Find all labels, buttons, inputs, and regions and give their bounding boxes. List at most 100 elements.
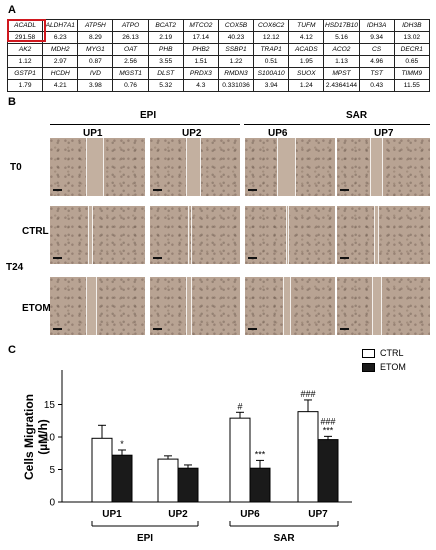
group-label-epi: EPI	[140, 110, 157, 121]
wound-gap	[285, 206, 289, 264]
scratch-assay-image-t0-up6	[245, 138, 335, 196]
panel-b-label: B	[8, 96, 16, 108]
scratch-assay-image-ctrl-up2	[150, 206, 240, 264]
y-tick-label: 0	[49, 498, 55, 509]
scratch-assay-image-ctrl-up7	[337, 206, 430, 264]
wound-gap	[372, 277, 381, 335]
wound-edge-line	[190, 206, 192, 264]
fold-change-cell: 17.14	[182, 31, 219, 44]
wound-edge-line	[377, 206, 379, 264]
fold-change-cell: 0.76	[112, 79, 149, 92]
gene-name-cell: TIMM9	[393, 67, 430, 80]
gene-name-cell: SSBP1	[217, 43, 255, 56]
scale-bar	[153, 328, 162, 330]
wound-edge-line	[276, 138, 278, 196]
x-tick-label: UP1	[102, 509, 122, 520]
scale-bar	[153, 257, 162, 259]
gene-name-cell: BCAT2	[147, 19, 184, 32]
wound-edge-line	[187, 206, 189, 264]
panel-c-label: C	[8, 344, 16, 356]
scale-bar	[248, 328, 257, 330]
fold-change-cell: 1.13	[323, 55, 360, 68]
gene-name-cell: COX6C2	[253, 19, 290, 32]
gene-name-row: GSTP1 HCDH IVD MGST1 DLST PRDX3 RMDN3 S100A10 SU…	[6, 67, 430, 80]
gene-name-cell: S100A10	[253, 67, 290, 80]
gene-name-cell: GSTP1	[6, 67, 44, 80]
wound-gap	[86, 138, 104, 196]
group-line-epi	[50, 124, 240, 125]
wound-gap	[86, 277, 96, 335]
sample-label-up6: UP6	[268, 128, 288, 139]
bar-etom-up1	[111, 454, 133, 503]
gene-name-cell: MDH2	[42, 43, 79, 56]
fold-change-cell: 26.13	[112, 31, 149, 44]
fold-change-row: 291.58 6.23 8.29 26.13 2.19 17.14 40.23 12.12 4.…	[6, 31, 430, 44]
fold-change-cell: 4.21	[42, 79, 79, 92]
wound-edge-line	[380, 277, 382, 335]
gene-name-cell: MPST	[323, 67, 360, 80]
scale-bar	[248, 189, 257, 191]
x-tick-label: UP6	[240, 509, 260, 520]
wound-edge-line	[88, 206, 89, 264]
fold-change-cell: 3.98	[77, 79, 114, 92]
significance-marker: #	[237, 401, 242, 411]
scale-bar	[53, 189, 62, 191]
row-label-t24: T24	[6, 262, 24, 273]
sample-label-up1: UP1	[83, 128, 103, 139]
wound-edge-line	[186, 277, 187, 335]
sample-label-up7: UP7	[374, 128, 394, 139]
gene-name-cell: CS	[358, 43, 395, 56]
fold-change-cell: 0.87	[77, 55, 114, 68]
scratch-assay-image-t0-up7	[337, 138, 430, 196]
wound-gap	[276, 138, 295, 196]
gene-name-cell: ALDH7A1	[42, 19, 79, 32]
wound-gap	[187, 206, 191, 264]
gene-name-cell: COX5B	[217, 19, 255, 32]
fold-change-cell: 0.331036	[217, 79, 255, 92]
fold-change-cell: 0.51	[253, 55, 290, 68]
gene-name-cell: MTCO2	[182, 19, 219, 32]
acadl-highlight-box	[7, 19, 46, 42]
fold-change-cell: 8.29	[77, 31, 114, 44]
gene-name-cell: HSD17B10	[323, 19, 360, 32]
gene-name-cell: ATPO	[112, 19, 149, 32]
x-tick-label: UP7	[308, 509, 328, 520]
scratch-assay-image-ctrl-up6	[245, 206, 335, 264]
fold-change-cell: 6.23	[42, 31, 79, 44]
fold-change-cell: 4.96	[358, 55, 395, 68]
fold-change-cell: 1.12	[6, 55, 44, 68]
panel-a-label: A	[8, 4, 16, 16]
bar-ctrl-up1	[91, 437, 113, 503]
fold-change-cell: 40.23	[217, 31, 255, 44]
scale-bar	[53, 257, 62, 259]
fold-change-cell: 1.24	[288, 79, 325, 92]
gene-name-cell: PRDX3	[182, 67, 219, 80]
gene-name-cell: ATP5H	[77, 19, 114, 32]
significance-marker: ***	[255, 449, 266, 459]
gene-name-cell: IDH3B	[393, 19, 430, 32]
gene-name-cell: AK2	[6, 43, 44, 56]
gene-name-cell: IVD	[77, 67, 114, 80]
gene-name-cell: SUOX	[288, 67, 325, 80]
wound-gap	[374, 206, 378, 264]
gene-name-cell: PHB2	[182, 43, 219, 56]
scratch-assay-image-etom-up7	[337, 277, 430, 335]
scratch-assay-image-t0-up2	[150, 138, 240, 196]
scratch-assay-image-etom-up1	[50, 277, 145, 335]
gene-name-cell: DLST	[147, 67, 184, 80]
scale-bar	[53, 328, 62, 330]
significance-marker: ###	[300, 389, 315, 399]
fold-change-cell: 4.3	[182, 79, 219, 92]
wound-gap	[282, 277, 290, 335]
fold-change-cell: 3.94	[253, 79, 290, 92]
wound-gap	[186, 138, 200, 196]
bar-ctrl-up2	[157, 458, 179, 503]
group-label-sar: SAR	[273, 533, 295, 544]
gene-expression-table: ACADL ALDH7A1 ATP5H ATPO BCAT2 MTCO2 COX5B COX6…	[6, 19, 430, 92]
bar-ctrl-up7	[297, 411, 319, 503]
gene-name-row: ACADL ALDH7A1 ATP5H ATPO BCAT2 MTCO2 COX5B COX6…	[6, 19, 430, 32]
scratch-assay-image-etom-up6	[245, 277, 335, 335]
wound-edge-line	[191, 277, 193, 335]
y-tick-label: 15	[44, 400, 56, 411]
wound-edge-line	[288, 206, 290, 264]
